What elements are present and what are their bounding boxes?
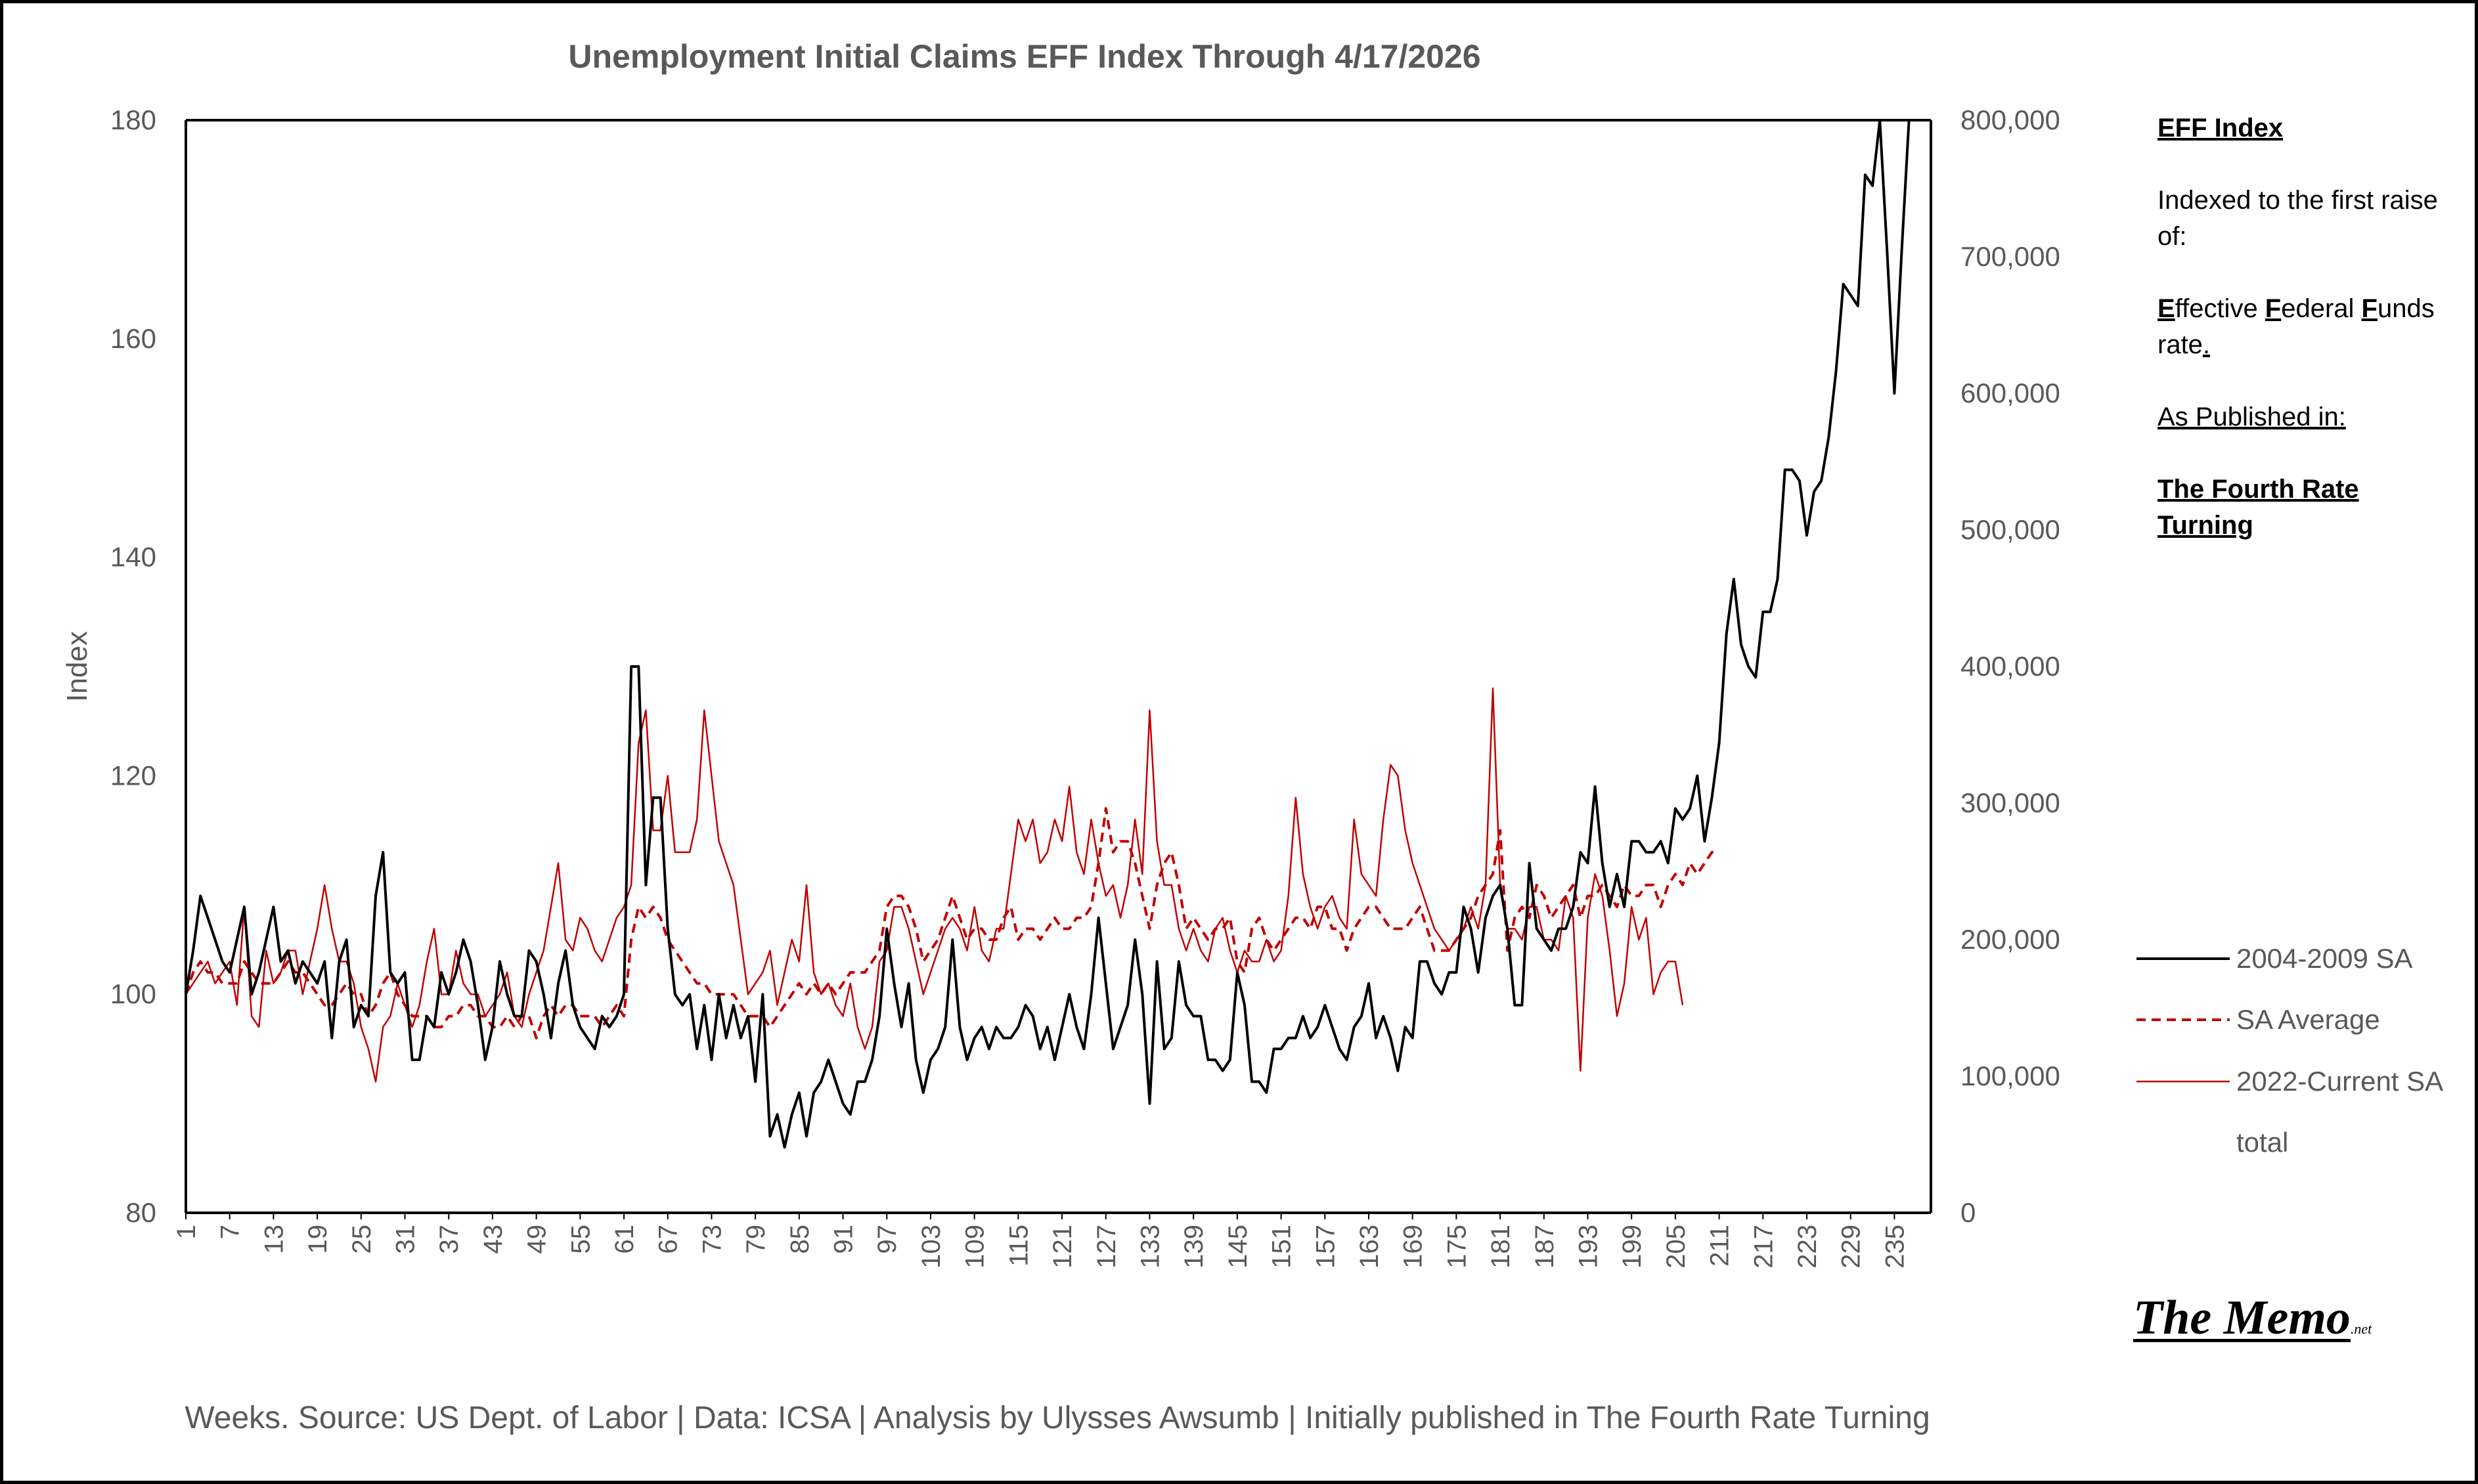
- y-tick-label: 100: [110, 978, 156, 1009]
- x-tick-label: 79: [741, 1225, 770, 1254]
- x-tick-label: 67: [654, 1225, 683, 1254]
- legend-label-sa-average: SA Average: [2236, 1004, 2380, 1035]
- x-tick-label: 205: [1662, 1225, 1691, 1269]
- x-tick-label: 31: [391, 1225, 420, 1254]
- side-panel: EFF Index Indexed to the first raise of:…: [2157, 110, 2446, 580]
- side-panel-line3: As Published in:: [2157, 403, 2346, 431]
- logo-sub: .net: [2350, 1320, 2372, 1337]
- y2-tick-label: 400,000: [1960, 651, 2060, 682]
- the-memo-logo[interactable]: The Memo.net: [2133, 1290, 2372, 1346]
- x-tick-label: 169: [1399, 1225, 1428, 1269]
- x-tick-label: 43: [479, 1225, 508, 1254]
- x-tick-label: 151: [1268, 1225, 1296, 1269]
- x-tick-label: 163: [1355, 1225, 1384, 1269]
- x-tick-label: 7: [216, 1225, 245, 1239]
- x-tick-label: 97: [873, 1225, 902, 1254]
- side-panel-word-ffective: ffective: [2175, 294, 2265, 323]
- side-panel-letter-e: E: [2157, 294, 2175, 323]
- side-panel-period: .: [2202, 330, 2211, 359]
- y2-tick-label: 800,000: [1960, 104, 2060, 135]
- side-panel-word-unds-rate: unds rate: [2157, 294, 2435, 359]
- legend-label-2022-current-sa: 2022-Current SA: [2236, 1066, 2443, 1097]
- x-tick-label: 115: [1004, 1225, 1033, 1267]
- side-panel-line2: Effective Federal Funds rate.: [2157, 291, 2446, 363]
- y2-tick-label: 600,000: [1960, 378, 2060, 408]
- y-tick-label: 160: [110, 323, 156, 354]
- x-tick-label: 229: [1837, 1225, 1866, 1269]
- legend-label-2004-2009-sa: 2004-2009 SA: [2236, 943, 2413, 974]
- x-tick-label: 133: [1136, 1225, 1165, 1269]
- y-axis-label: Index: [61, 631, 93, 702]
- side-panel-letter-f2: F: [2361, 294, 2378, 323]
- x-tick-label: 235: [1880, 1225, 1909, 1269]
- y2-tick-label: 700,000: [1960, 241, 2060, 272]
- series-line-sa-average: [186, 807, 1719, 1039]
- chart-footer: Weeks. Source: US Dept. of Labor | Data:…: [185, 1401, 1930, 1435]
- x-tick-label: 103: [917, 1225, 946, 1269]
- y2-tick-label: 500,000: [1960, 514, 2060, 545]
- x-tick-label: 193: [1574, 1225, 1603, 1269]
- x-tick-label: 121: [1048, 1225, 1077, 1269]
- y-tick-label: 180: [110, 104, 156, 135]
- side-panel-heading: EFF Index: [2157, 114, 2284, 142]
- x-tick-label: 37: [435, 1225, 464, 1254]
- x-tick-label: 13: [259, 1225, 288, 1254]
- x-tick-label: 61: [610, 1225, 639, 1254]
- side-panel-word-ederal: ederal: [2281, 294, 2362, 323]
- x-tick-label: 1: [172, 1225, 201, 1239]
- x-tick-label: 109: [961, 1225, 990, 1269]
- side-panel-line1: Indexed to the first raise of:: [2157, 186, 2438, 251]
- side-panel-letter-f1: F: [2265, 294, 2282, 323]
- x-tick-label: 199: [1618, 1225, 1647, 1269]
- axes-layer: 80 100 120 140 160 180 0 100,000 200,000 300,000 4…: [110, 104, 2060, 1269]
- y-tick-label: 140: [110, 542, 156, 573]
- x-tick-label: 211: [1706, 1225, 1735, 1267]
- legend-label-total: total: [2236, 1127, 2288, 1158]
- y2-tick-label: 100,000: [1960, 1060, 2060, 1091]
- series-line-2004-2009-sa: [186, 119, 1916, 1149]
- y-tick-label: 120: [110, 760, 156, 791]
- x-tick-label: 217: [1749, 1225, 1778, 1269]
- x-tick-label: 139: [1180, 1225, 1208, 1269]
- x-tick-label: 223: [1793, 1225, 1822, 1269]
- y2-tick-label: 0: [1960, 1197, 1976, 1228]
- series-layer: [186, 119, 1916, 1149]
- x-tick-label: 127: [1092, 1225, 1121, 1269]
- x-tick-label: 19: [303, 1225, 332, 1254]
- x-tick-label: 55: [566, 1225, 595, 1254]
- x-tick-label: 175: [1442, 1225, 1471, 1269]
- x-tick-label: 49: [523, 1225, 552, 1254]
- y2-tick-label: 200,000: [1960, 924, 2060, 955]
- x-tick-label: 181: [1486, 1225, 1515, 1269]
- side-panel-line4: The Fourth Rate Turning: [2157, 475, 2359, 540]
- chart-title: Unemployment Initial Claims EFF Index Th…: [568, 38, 1480, 75]
- x-tick-label: 91: [830, 1225, 858, 1254]
- logo-main: The Memo: [2133, 1291, 2351, 1345]
- y-tick-label: 80: [125, 1197, 156, 1228]
- x-tick-label: 157: [1311, 1225, 1340, 1269]
- x-tick-label: 145: [1224, 1225, 1252, 1269]
- y2-tick-label: 300,000: [1960, 787, 2060, 818]
- x-tick-label: 85: [785, 1225, 814, 1254]
- x-tick-label: 187: [1530, 1225, 1559, 1269]
- x-tick-label: 73: [697, 1225, 726, 1254]
- legend: 2004-2009 SA SA Average 2022-Current SA tot…: [2136, 943, 2443, 1158]
- x-tick-label: 25: [347, 1225, 376, 1254]
- series-line-2022-current-sa: [186, 687, 1684, 1083]
